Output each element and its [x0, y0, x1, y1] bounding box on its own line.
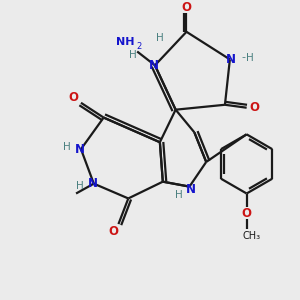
Text: H: H	[246, 53, 254, 63]
Text: O: O	[242, 207, 252, 220]
Text: N: N	[226, 53, 236, 66]
Text: H: H	[63, 142, 71, 152]
Text: O: O	[109, 226, 118, 238]
Text: O: O	[68, 92, 78, 104]
Text: O: O	[250, 101, 260, 114]
Text: N: N	[88, 177, 98, 190]
Text: 2: 2	[136, 42, 142, 51]
Text: H: H	[156, 33, 164, 43]
Text: O: O	[182, 1, 191, 13]
Text: NH: NH	[116, 37, 135, 47]
Text: CH₃: CH₃	[242, 231, 261, 241]
Text: H: H	[129, 50, 137, 61]
Text: N: N	[149, 59, 159, 72]
Text: H: H	[76, 181, 84, 190]
Text: H: H	[175, 190, 182, 200]
Text: -: -	[242, 52, 246, 62]
Text: N: N	[75, 142, 85, 156]
Text: N: N	[185, 183, 195, 196]
